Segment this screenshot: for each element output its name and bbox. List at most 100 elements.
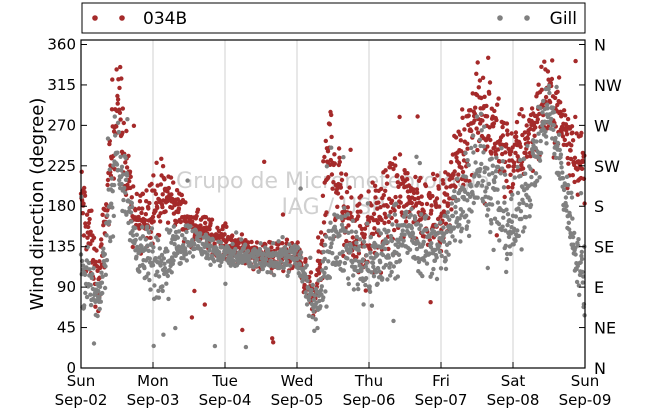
data-point (181, 256, 186, 261)
data-point (222, 232, 227, 237)
data-point (441, 181, 446, 186)
data-point (564, 203, 569, 209)
data-point (128, 210, 134, 215)
data-point (146, 271, 151, 276)
data-point (458, 138, 463, 143)
data-point (423, 183, 429, 189)
data-point (424, 201, 430, 207)
data-point (393, 163, 398, 168)
data-point (209, 217, 215, 222)
data-point (538, 150, 544, 156)
data-point (569, 195, 575, 200)
data-point (466, 162, 471, 168)
data-point (86, 224, 91, 230)
data-point (353, 229, 359, 235)
data-point (363, 264, 368, 269)
data-point (421, 209, 426, 214)
data-point (383, 168, 388, 173)
data-point (401, 238, 406, 243)
data-point (160, 288, 165, 294)
data-point (308, 270, 314, 275)
compass-label: NE (594, 319, 616, 338)
data-point (579, 130, 584, 136)
data-point (556, 172, 561, 178)
data-point (568, 148, 573, 153)
data-point (269, 245, 274, 250)
data-point (127, 169, 133, 174)
data-point (484, 185, 489, 190)
data-point (254, 257, 260, 262)
data-point (188, 224, 193, 229)
data-point (519, 107, 524, 112)
data-point (107, 167, 113, 172)
data-point (207, 248, 212, 253)
data-point (465, 158, 470, 163)
data-point (525, 143, 530, 149)
data-point (302, 271, 308, 277)
data-point (111, 213, 117, 219)
x-tick-day: Sun (67, 372, 96, 390)
data-point (312, 293, 318, 298)
data-point (194, 213, 199, 219)
data-point (284, 237, 290, 242)
data-point (480, 118, 485, 123)
x-tick-date: Sep-08 (487, 391, 540, 409)
data-point (115, 120, 121, 126)
data-point (85, 235, 90, 240)
data-point (477, 173, 482, 179)
data-point (136, 214, 141, 220)
data-point (224, 224, 229, 229)
data-point (85, 244, 91, 250)
data-point (462, 127, 467, 132)
data-point (383, 246, 388, 252)
data-point (160, 164, 166, 169)
data-point (280, 235, 285, 240)
data-point (84, 265, 89, 270)
data-point (317, 298, 322, 304)
data-point (171, 180, 176, 185)
legend-dot (92, 15, 98, 21)
data-point (318, 287, 324, 293)
data-point (398, 200, 403, 205)
x-tick-date: Sep-05 (271, 391, 324, 409)
data-point (114, 124, 119, 129)
data-point (555, 89, 560, 95)
data-point (413, 174, 418, 180)
data-point (308, 255, 313, 260)
data-point (86, 260, 92, 266)
data-point (295, 245, 301, 251)
data-point (548, 121, 553, 126)
data-point (438, 266, 444, 271)
data-point (143, 237, 148, 242)
data-point (579, 166, 585, 171)
y-tick-label: 225 (47, 157, 76, 175)
data-point (371, 274, 377, 279)
data-point (356, 259, 362, 264)
data-point (485, 144, 490, 149)
data-point (533, 145, 538, 151)
data-point (375, 281, 380, 286)
compass-label: SW (594, 157, 620, 176)
data-point (481, 150, 486, 155)
data-point (521, 156, 526, 162)
data-point (501, 185, 507, 190)
data-point (184, 258, 189, 263)
data-point (373, 242, 378, 247)
data-point (573, 245, 578, 251)
data-point (153, 256, 158, 261)
data-point (403, 219, 409, 224)
data-point (524, 154, 530, 159)
data-point (490, 171, 495, 176)
data-point (443, 257, 448, 263)
data-point (468, 184, 474, 189)
data-point (280, 212, 286, 217)
data-point (165, 273, 170, 279)
data-point (441, 225, 446, 230)
data-point (368, 235, 373, 240)
data-point (500, 159, 506, 164)
data-point (458, 239, 463, 244)
data-point (509, 149, 514, 154)
data-point (158, 211, 163, 216)
data-point (171, 258, 176, 263)
data-point (533, 171, 539, 176)
